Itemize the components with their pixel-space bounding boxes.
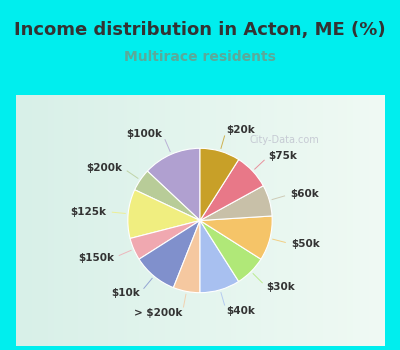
- Wedge shape: [135, 171, 200, 220]
- Text: $30k: $30k: [266, 282, 295, 292]
- Wedge shape: [200, 216, 272, 259]
- Wedge shape: [147, 148, 200, 220]
- Text: $200k: $200k: [86, 163, 122, 173]
- Wedge shape: [128, 190, 200, 238]
- Text: $150k: $150k: [78, 253, 114, 263]
- Wedge shape: [139, 220, 200, 288]
- Text: $40k: $40k: [226, 306, 255, 316]
- Text: $20k: $20k: [226, 125, 255, 135]
- Wedge shape: [200, 160, 263, 220]
- Text: $75k: $75k: [268, 151, 297, 161]
- Wedge shape: [200, 220, 261, 281]
- Wedge shape: [130, 220, 200, 259]
- Text: Multirace residents: Multirace residents: [124, 50, 276, 64]
- Wedge shape: [174, 220, 200, 293]
- Text: $60k: $60k: [290, 189, 319, 199]
- Text: $50k: $50k: [291, 239, 320, 249]
- Text: City-Data.com: City-Data.com: [250, 135, 320, 145]
- Text: $125k: $125k: [70, 206, 106, 217]
- Wedge shape: [200, 220, 239, 293]
- Text: > $200k: > $200k: [134, 308, 182, 318]
- Text: $10k: $10k: [112, 288, 140, 298]
- Text: $100k: $100k: [127, 130, 163, 139]
- Text: Income distribution in Acton, ME (%): Income distribution in Acton, ME (%): [14, 21, 386, 39]
- Wedge shape: [200, 186, 272, 220]
- Wedge shape: [200, 148, 239, 220]
